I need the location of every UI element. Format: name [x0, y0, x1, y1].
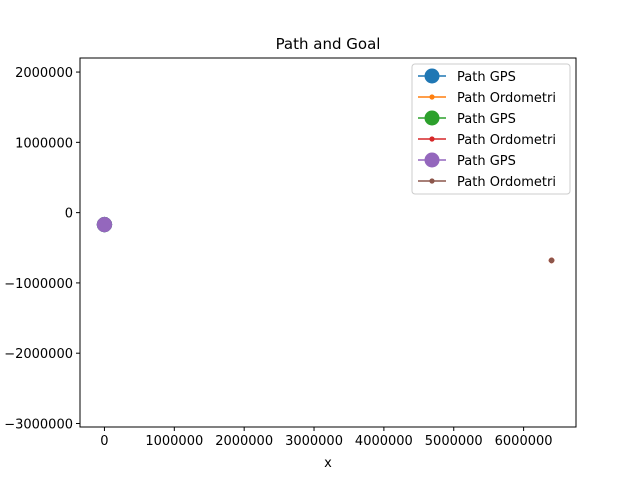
x-tick-label: 4000000 [355, 434, 413, 449]
chart-title: Path and Goal [276, 35, 381, 53]
legend-label: Path Ordometri [457, 91, 556, 106]
legend-marker [429, 136, 435, 142]
legend-entry: Path GPS [418, 110, 516, 127]
x-tick-label: 3000000 [285, 434, 343, 449]
plot-frame [79, 57, 577, 428]
x-tick-label: 2000000 [215, 434, 273, 449]
legend-label: Path Ordometri [457, 133, 556, 148]
legend: Path GPS Path Ordometri Path GPS Path Ordom… [411, 63, 571, 195]
legend-box [411, 63, 571, 195]
legend-entry: Path Ordometri [418, 133, 556, 148]
legend-entry: Path GPS [418, 152, 516, 169]
legend-marker [424, 152, 440, 168]
x-tick-label: 6000000 [495, 434, 553, 449]
legend-label: Path GPS [457, 70, 516, 85]
x-tick-label: 0 [100, 434, 108, 449]
legend-label: Path Ordometri [457, 175, 556, 190]
x-tick-label: 1000000 [145, 434, 203, 449]
series-4-point [96, 216, 113, 233]
legend-marker [424, 110, 440, 126]
y-tick-label: −2000000 [4, 347, 73, 362]
legend-entry: Path GPS [418, 68, 516, 85]
legend-marker [429, 94, 435, 100]
legend-marker [424, 68, 440, 84]
y-axis: 2000000 1000000 0 −1000000 −2000000 −3000000 [4, 66, 80, 432]
y-tick-label: −1000000 [4, 277, 73, 292]
legend-label: Path GPS [457, 154, 516, 169]
legend-entry: Path Ordometri [418, 175, 556, 190]
plot-area [96, 216, 555, 264]
series-5-point [548, 257, 555, 264]
y-tick-label: 2000000 [15, 66, 73, 81]
x-tick-label: 5000000 [425, 434, 483, 449]
y-tick-label: −3000000 [4, 417, 73, 432]
x-axis-label: x [324, 456, 332, 471]
x-axis: 0 1000000 2000000 3000000 4000000 5000000 6000… [100, 427, 553, 449]
legend-entry: Path Ordometri [418, 91, 556, 106]
y-tick-label: 0 [65, 207, 73, 222]
legend-marker [429, 178, 435, 184]
legend-label: Path GPS [457, 112, 516, 127]
y-tick-label: 1000000 [15, 136, 73, 151]
